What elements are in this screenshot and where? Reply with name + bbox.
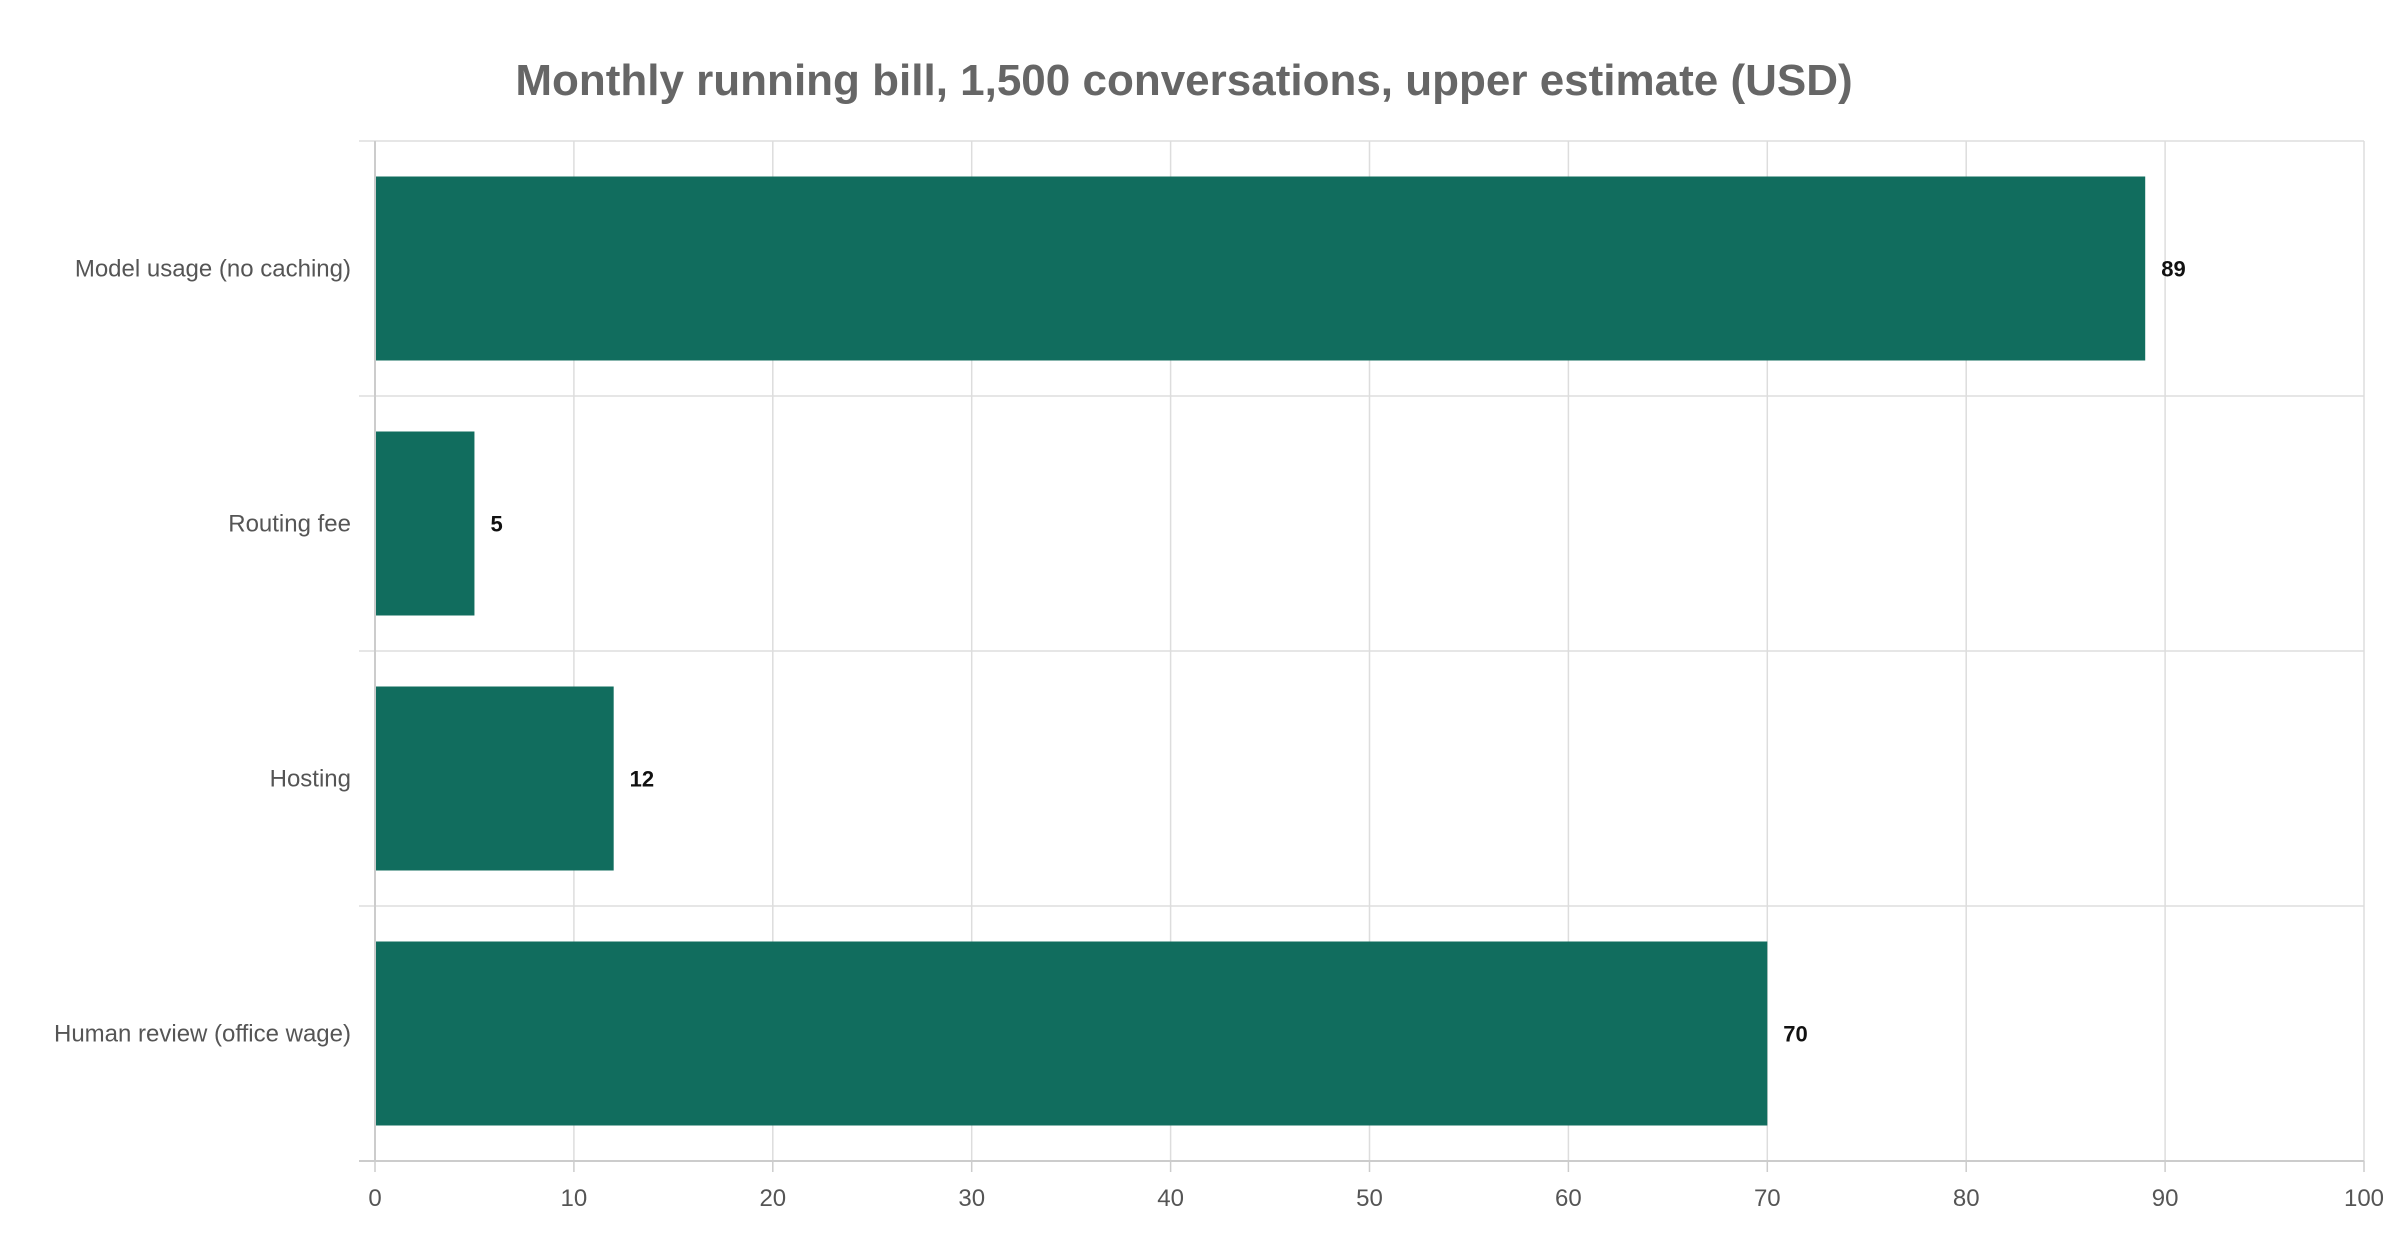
x-tick-label: 40 xyxy=(1157,1185,1184,1212)
x-tick-label: 60 xyxy=(1555,1185,1582,1212)
label-layer: 0 10 20 30 40 50 60 70 80 90 100 Model usage (no ca… xyxy=(54,256,2384,1213)
bar xyxy=(375,686,614,871)
x-tick-label: 80 xyxy=(1953,1185,1980,1212)
x-tick-label: 90 xyxy=(2152,1185,2179,1212)
bar-value-label: 89 xyxy=(2161,257,2185,282)
bar xyxy=(375,941,1768,1126)
bar-layer xyxy=(375,176,2146,1126)
x-tick-label: 10 xyxy=(561,1185,588,1212)
category-label: Hosting xyxy=(270,766,351,793)
chart-title: Monthly running bill, 1,500 conversation… xyxy=(515,56,1852,105)
bar-value-label: 12 xyxy=(630,767,654,792)
bar xyxy=(375,431,475,616)
x-tick-label: 0 xyxy=(368,1185,381,1212)
x-tick-label: 50 xyxy=(1356,1185,1383,1212)
x-tick-label: 30 xyxy=(958,1185,985,1212)
axis-layer xyxy=(359,141,2365,1172)
x-tick-label: 70 xyxy=(1754,1185,1781,1212)
category-label: Routing fee xyxy=(228,511,351,538)
x-tick-label: 20 xyxy=(759,1185,786,1212)
category-label: Human review (office wage) xyxy=(54,1021,351,1048)
bar-value-label: 5 xyxy=(490,512,502,537)
bar-value-label: 70 xyxy=(1783,1022,1807,1047)
x-tick-label: 100 xyxy=(2344,1185,2384,1212)
category-label: Model usage (no caching) xyxy=(75,256,351,283)
bar xyxy=(375,176,2146,361)
